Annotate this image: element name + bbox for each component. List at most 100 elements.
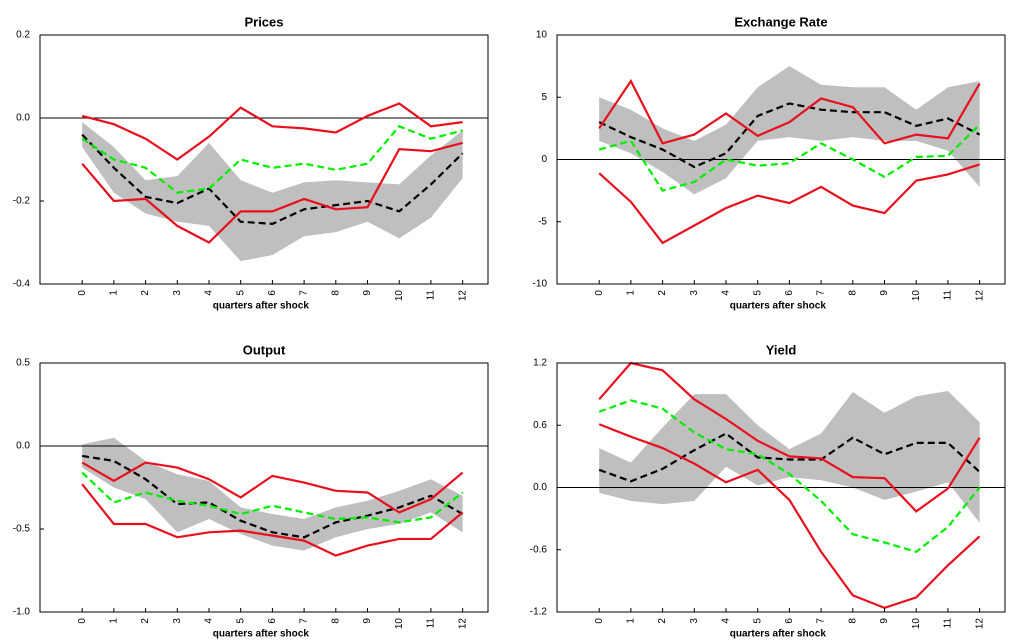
- line-series: [598, 432, 981, 483]
- x-tick-label: 5: [752, 618, 763, 624]
- x-tick-label: 5: [235, 618, 246, 624]
- x-tick-label: 1: [109, 618, 120, 624]
- chart-title: Prices: [244, 14, 283, 29]
- x-tick-label: 10: [911, 290, 922, 302]
- chart-title: Output: [243, 342, 286, 357]
- confidence-band: [82, 122, 463, 262]
- y-tick-label: -0.5: [13, 524, 31, 535]
- line-series: [81, 454, 464, 539]
- x-tick-label: 5: [752, 290, 763, 296]
- x-tick-label: 8: [847, 618, 858, 624]
- x-tick-label: 1: [109, 290, 120, 296]
- line-series: [598, 399, 981, 554]
- x-tick-label: 9: [879, 618, 890, 624]
- line-series: [598, 78, 981, 145]
- y-tick-label: -0.6: [530, 544, 548, 555]
- y-tick-label: -10: [533, 279, 548, 290]
- y-tick-label: -1.0: [13, 607, 31, 618]
- y-tick-label: 0.0: [16, 441, 30, 452]
- x-tick-label: 9: [362, 618, 373, 624]
- x-tick-label: 0: [77, 290, 88, 296]
- y-tick-label: 10: [536, 30, 548, 41]
- y-tick-label: 0.0: [533, 482, 547, 493]
- x-tick-label: 6: [267, 290, 278, 296]
- x-tick-label: 4: [721, 618, 732, 624]
- y-tick-label: 0.6: [533, 420, 547, 431]
- x-tick-label: 10: [911, 618, 922, 630]
- x-tick-label: 7: [299, 290, 310, 296]
- y-tick-label: 0.5: [16, 358, 30, 369]
- x-tick-label: 4: [204, 290, 215, 296]
- line-series: [598, 163, 980, 245]
- x-tick-label: 7: [816, 290, 827, 296]
- y-tick-label: 0.2: [16, 30, 30, 41]
- x-tick-label: 2: [657, 618, 668, 624]
- line-series: [81, 141, 463, 244]
- line-series: [598, 361, 981, 513]
- x-tick-label: 9: [362, 290, 373, 296]
- x-tick-label: 10: [394, 618, 405, 630]
- x-tick-label: 11: [943, 290, 954, 301]
- line-series: [598, 423, 981, 610]
- x-tick-label: 12: [457, 290, 468, 302]
- line-series: [81, 471, 464, 524]
- y-tick-label: 0: [541, 154, 547, 165]
- x-tick-label: 6: [784, 618, 795, 624]
- confidence-band: [599, 66, 980, 195]
- x-tick-label: 6: [267, 618, 278, 624]
- x-axis-label: quarters after shock: [730, 629, 827, 640]
- x-tick-label: 8: [330, 290, 341, 296]
- chart-title: Exchange Rate: [734, 14, 827, 29]
- line-series: [81, 102, 463, 161]
- x-tick-label: 0: [594, 618, 605, 624]
- x-tick-label: 8: [847, 290, 858, 296]
- x-tick-label: 9: [879, 290, 890, 296]
- line-series: [598, 102, 981, 169]
- line-series: [81, 124, 463, 194]
- line-series: [81, 133, 464, 225]
- x-tick-label: 1: [626, 290, 637, 296]
- x-tick-label: 0: [594, 290, 605, 296]
- x-axis-label: quarters after shock: [730, 301, 827, 312]
- line-series: [81, 461, 464, 514]
- x-tick-label: 1: [626, 618, 637, 624]
- y-tick-label: -5: [538, 216, 547, 227]
- x-tick-label: 3: [689, 618, 700, 624]
- x-tick-label: 5: [235, 290, 246, 296]
- y-tick-label: 5: [541, 92, 547, 103]
- x-tick-label: 12: [974, 290, 985, 302]
- y-tick-label: 1.2: [533, 358, 547, 369]
- line-series: [598, 123, 981, 192]
- y-tick-label: 0.0: [16, 113, 30, 124]
- y-tick-label: -0.2: [13, 196, 31, 207]
- plot-frame: [39, 34, 489, 285]
- x-tick-label: 3: [172, 618, 183, 624]
- x-tick-label: 11: [426, 290, 437, 301]
- x-tick-label: 3: [172, 290, 183, 296]
- line-series: [81, 483, 464, 557]
- x-tick-label: 12: [457, 618, 468, 630]
- plot-frame: [39, 362, 489, 613]
- x-tick-label: 4: [204, 618, 215, 624]
- x-tick-label: 2: [140, 618, 151, 624]
- x-tick-label: 6: [784, 290, 795, 296]
- y-tick-label: -0.4: [13, 279, 31, 290]
- x-tick-label: 3: [689, 290, 700, 296]
- x-tick-label: 0: [77, 618, 88, 624]
- x-tick-label: 11: [943, 618, 954, 629]
- x-tick-label: 10: [394, 290, 405, 302]
- x-tick-label: 4: [721, 290, 732, 296]
- x-tick-label: 11: [426, 618, 437, 629]
- x-tick-label: 2: [140, 290, 151, 296]
- x-tick-label: 7: [816, 618, 827, 624]
- chart-title: Yield: [766, 342, 797, 357]
- x-tick-label: 8: [330, 618, 341, 624]
- x-tick-label: 2: [657, 290, 668, 296]
- y-tick-label: -1.2: [530, 607, 548, 618]
- x-tick-label: 7: [299, 618, 310, 624]
- x-axis-label: quarters after shock: [213, 301, 310, 312]
- confidence-band: [82, 437, 463, 551]
- x-axis-label: quarters after shock: [213, 629, 310, 640]
- x-tick-label: 12: [974, 618, 985, 630]
